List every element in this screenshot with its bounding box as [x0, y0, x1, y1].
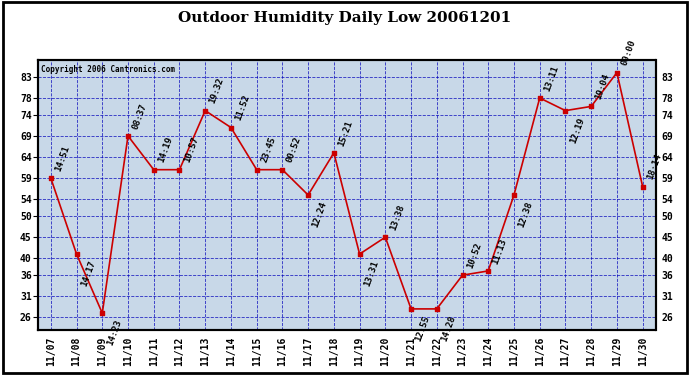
Point	[199, 108, 210, 114]
Text: 14:19: 14:19	[157, 136, 174, 164]
Text: 14:23: 14:23	[105, 319, 123, 347]
Point	[611, 70, 622, 76]
Point	[380, 234, 391, 240]
Point	[123, 133, 134, 139]
Text: 14:17: 14:17	[79, 260, 97, 288]
Point	[97, 310, 108, 316]
Text: 12:55: 12:55	[414, 315, 431, 343]
Text: 10:52: 10:52	[465, 241, 483, 270]
Point	[483, 268, 494, 274]
Text: 00:52: 00:52	[285, 136, 303, 164]
Point	[71, 251, 82, 257]
Point	[251, 166, 262, 172]
Text: 12:24: 12:24	[311, 201, 328, 229]
Text: 15:21: 15:21	[337, 119, 354, 147]
Point	[406, 306, 417, 312]
Point	[586, 104, 597, 110]
Text: 13:11: 13:11	[542, 64, 560, 92]
Text: 14:51: 14:51	[54, 144, 71, 172]
Text: 13:31: 13:31	[362, 260, 380, 288]
Text: 18:14: 18:14	[645, 153, 663, 181]
Point	[534, 95, 545, 101]
Point	[328, 150, 339, 156]
Point	[431, 306, 442, 312]
Point	[457, 272, 468, 278]
Text: 12:19: 12:19	[569, 116, 586, 144]
Point	[148, 166, 159, 172]
Point	[226, 124, 237, 130]
Text: 14:28: 14:28	[440, 315, 457, 343]
Point	[174, 166, 185, 172]
Point	[560, 108, 571, 114]
Text: 19:32: 19:32	[208, 77, 226, 105]
Text: 10:57: 10:57	[182, 136, 200, 164]
Text: 12:38: 12:38	[517, 201, 534, 229]
Text: 19:04: 19:04	[594, 72, 611, 101]
Text: 08:37: 08:37	[131, 102, 148, 130]
Text: 23:45: 23:45	[259, 136, 277, 164]
Text: Outdoor Humidity Daily Low 20061201: Outdoor Humidity Daily Low 20061201	[179, 11, 511, 25]
Point	[509, 192, 520, 198]
Point	[354, 251, 365, 257]
Text: Copyright 2006 Cantronics.com: Copyright 2006 Cantronics.com	[41, 65, 175, 74]
Point	[637, 184, 648, 190]
Point	[277, 166, 288, 172]
Point	[46, 175, 57, 181]
Text: 11:52: 11:52	[234, 94, 251, 122]
Text: 00:00: 00:00	[620, 39, 638, 67]
Text: 11:13: 11:13	[491, 237, 509, 266]
Text: 13:38: 13:38	[388, 203, 406, 232]
Point	[303, 192, 314, 198]
